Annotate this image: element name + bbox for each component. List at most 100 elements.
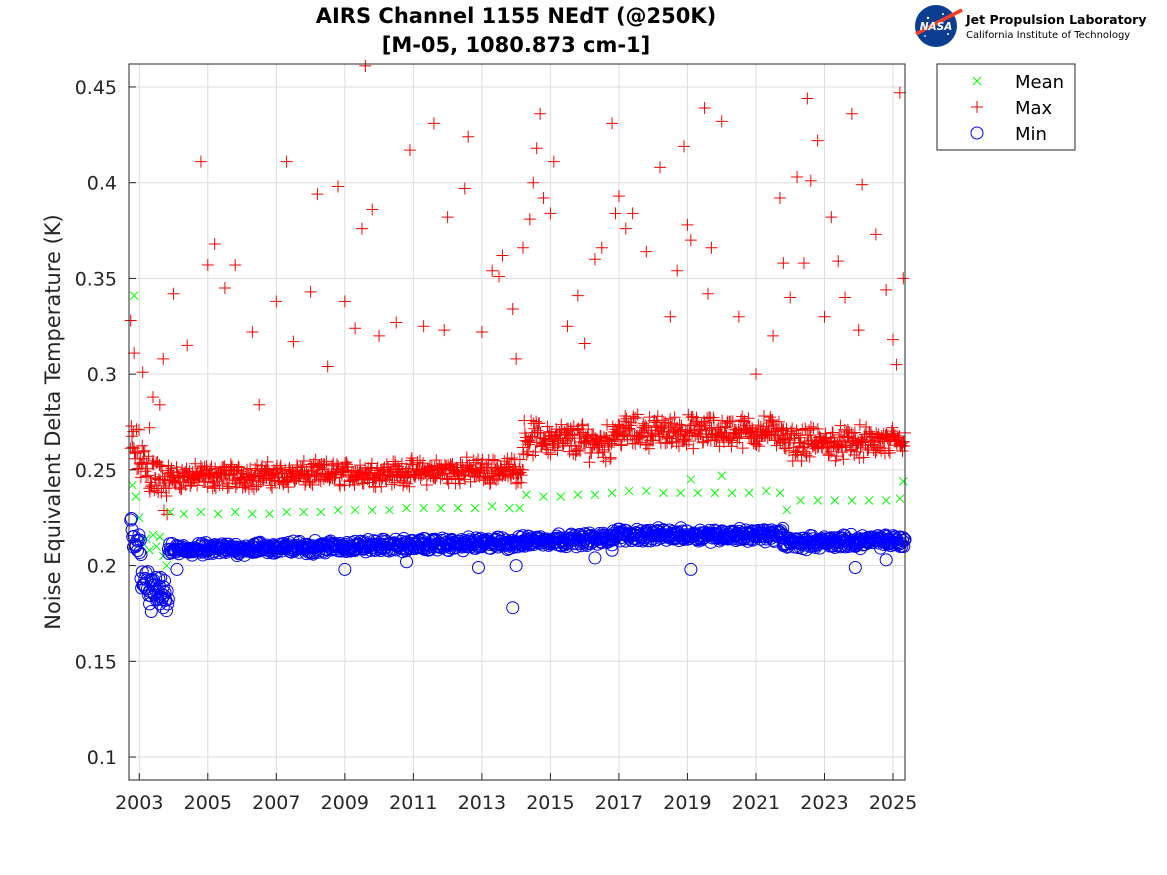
data-point xyxy=(773,192,786,205)
caltech-name: California Institute of Technology xyxy=(966,30,1130,41)
data-point xyxy=(541,420,554,433)
data-point xyxy=(707,411,720,424)
data-point xyxy=(702,287,715,300)
data-point xyxy=(135,458,148,471)
data-point xyxy=(789,446,802,459)
y-tick-label: 0.35 xyxy=(75,268,117,290)
data-point xyxy=(167,287,180,300)
data-point xyxy=(864,496,874,505)
data-point xyxy=(165,462,178,475)
data-point xyxy=(849,434,862,447)
legend-label-mean: Mean xyxy=(1015,72,1064,93)
data-point xyxy=(749,368,762,381)
data-point xyxy=(246,326,259,339)
y-tick-label: 0.45 xyxy=(75,77,117,99)
data-point xyxy=(375,480,388,493)
data-point xyxy=(715,115,728,128)
x-tick-label: 2003 xyxy=(115,792,163,814)
x-tick-label: 2015 xyxy=(526,792,574,814)
data-point xyxy=(668,411,681,424)
data-point xyxy=(684,234,697,247)
data-point xyxy=(895,494,905,503)
data-point xyxy=(716,414,729,427)
data-point xyxy=(160,490,173,503)
data-point xyxy=(156,470,169,483)
data-point xyxy=(125,420,138,433)
data-point xyxy=(804,420,817,433)
data-point xyxy=(881,496,891,505)
data-point xyxy=(681,218,694,231)
data-point xyxy=(425,464,438,477)
data-point xyxy=(791,170,804,183)
y-tick-label: 0.2 xyxy=(87,556,117,578)
data-point xyxy=(736,410,749,423)
y-tick-label: 0.4 xyxy=(87,173,117,195)
data-point xyxy=(131,492,141,502)
data-point xyxy=(796,423,809,436)
data-point xyxy=(329,471,342,484)
legend-label-min: Min xyxy=(1015,124,1047,145)
data-point xyxy=(516,241,529,254)
data-point xyxy=(304,476,317,489)
data-point xyxy=(323,473,336,486)
data-point xyxy=(364,462,377,475)
data-point xyxy=(402,503,411,513)
data-point xyxy=(825,211,838,224)
data-series xyxy=(124,59,912,619)
data-point xyxy=(761,486,771,496)
data-point xyxy=(282,507,291,517)
data-point xyxy=(592,437,605,450)
data-point xyxy=(179,509,189,519)
data-point xyxy=(775,421,788,434)
data-point xyxy=(134,548,148,562)
chart-subtitle: [M-05, 1080.873 cm-1] xyxy=(382,33,651,57)
data-point xyxy=(124,511,138,525)
data-point xyxy=(830,496,840,505)
data-point xyxy=(510,477,523,490)
data-point xyxy=(132,528,146,542)
data-point xyxy=(853,418,866,431)
data-point xyxy=(670,436,683,449)
data-point xyxy=(543,425,556,438)
data-point xyxy=(493,270,506,283)
data-point xyxy=(333,478,346,491)
data-point xyxy=(818,433,831,446)
data-point xyxy=(165,507,175,517)
data-point xyxy=(683,426,696,439)
data-point xyxy=(544,448,557,461)
data-point xyxy=(760,420,773,433)
data-point xyxy=(852,324,865,337)
data-point xyxy=(837,453,850,466)
data-point xyxy=(436,503,446,513)
data-point xyxy=(727,488,737,498)
data-point xyxy=(893,86,906,99)
x-tick-label: 2017 xyxy=(595,792,643,814)
data-point xyxy=(531,424,544,437)
data-point xyxy=(181,339,194,352)
data-point xyxy=(385,505,394,515)
data-point xyxy=(504,503,514,513)
data-point xyxy=(890,358,903,371)
data-point xyxy=(839,291,852,304)
data-point xyxy=(515,503,524,513)
data-point xyxy=(801,92,814,105)
data-point xyxy=(375,463,388,476)
data-point xyxy=(257,474,270,487)
data-point xyxy=(515,476,528,489)
data-point xyxy=(538,438,551,451)
data-point xyxy=(385,478,398,491)
data-point xyxy=(692,430,705,443)
data-point xyxy=(527,176,540,189)
data-point xyxy=(698,102,711,115)
data-point xyxy=(148,530,158,540)
data-point xyxy=(486,264,499,277)
data-point xyxy=(534,107,547,120)
data-point xyxy=(848,449,861,462)
data-point xyxy=(270,295,283,308)
data-point xyxy=(659,488,668,498)
data-point xyxy=(261,455,274,468)
data-point xyxy=(602,440,615,453)
data-point xyxy=(826,426,839,439)
data-point xyxy=(829,454,842,467)
data-point xyxy=(417,320,430,333)
